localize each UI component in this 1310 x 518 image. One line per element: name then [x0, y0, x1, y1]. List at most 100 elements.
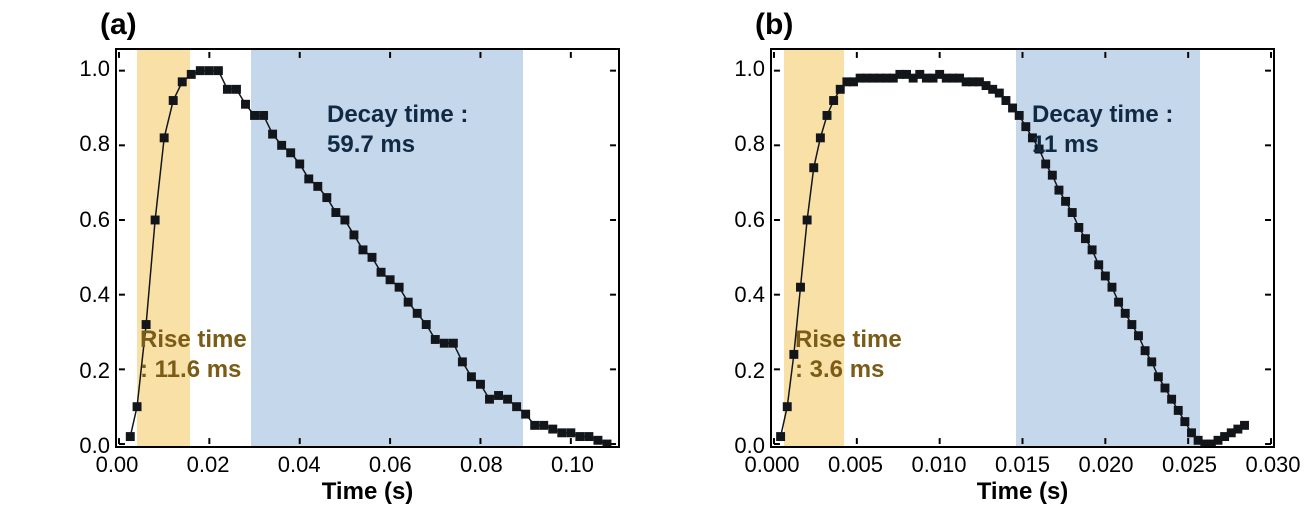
x-axis-label: Time (s)	[770, 478, 1275, 506]
data-marker	[178, 78, 186, 86]
data-marker	[797, 283, 805, 291]
data-marker	[458, 358, 466, 366]
x-tick-label: 0.000	[744, 452, 799, 478]
data-marker	[341, 216, 349, 224]
data-marker	[504, 395, 512, 403]
data-marker	[476, 380, 484, 388]
x-tick-label: 0.08	[460, 452, 503, 478]
data-marker	[1168, 395, 1176, 403]
x-tick-label: 0.04	[278, 452, 321, 478]
data-marker	[413, 309, 421, 317]
data-marker	[126, 433, 134, 441]
data-marker	[1174, 406, 1182, 414]
data-marker	[214, 67, 222, 75]
data-marker	[585, 433, 593, 441]
x-tick-label: 0.030	[1245, 452, 1300, 478]
data-marker	[1148, 358, 1156, 366]
data-marker	[332, 209, 340, 217]
data-marker	[576, 433, 584, 441]
data-marker	[1068, 209, 1076, 217]
data-marker	[223, 85, 231, 93]
x-tick-label: 0.015	[995, 452, 1050, 478]
data-marker	[1188, 429, 1196, 437]
plot-area: Rise time : 3.6 msDecay time : 11 ms	[770, 48, 1275, 448]
data-marker	[395, 283, 403, 291]
y-tick-label: 0.2	[50, 358, 110, 384]
data-marker	[1075, 224, 1083, 232]
data-marker	[278, 141, 286, 149]
data-marker	[314, 182, 322, 190]
x-tick-label: 0.005	[828, 452, 883, 478]
data-marker	[196, 67, 204, 75]
rise-time-annotation: Rise time : 11.6 ms	[140, 325, 247, 385]
data-marker	[449, 339, 457, 347]
data-marker	[368, 253, 376, 261]
data-marker	[377, 268, 385, 276]
y-tick-label: 0.6	[50, 207, 110, 233]
data-marker	[467, 373, 475, 381]
data-marker	[1095, 261, 1103, 269]
data-marker	[810, 164, 818, 172]
data-marker	[160, 134, 168, 142]
data-marker	[1081, 235, 1089, 243]
x-tick-label: 0.00	[96, 452, 139, 478]
x-axis-label: Time (s)	[115, 478, 620, 506]
data-marker	[359, 246, 367, 254]
data-marker	[1088, 246, 1096, 254]
data-marker	[205, 67, 213, 75]
data-marker	[1128, 321, 1136, 329]
data-marker	[287, 149, 295, 157]
y-tick-label: 0.4	[50, 282, 110, 308]
data-marker	[404, 298, 412, 306]
y-tick-label: 0.8	[50, 131, 110, 157]
data-marker	[1015, 111, 1023, 119]
data-marker	[522, 410, 530, 418]
data-marker	[1009, 104, 1017, 112]
data-marker	[823, 111, 831, 119]
data-marker	[305, 175, 313, 183]
data-marker	[431, 336, 439, 344]
plot-area: Rise time : 11.6 msDecay time : 59.7 ms	[115, 48, 620, 448]
data-marker	[232, 85, 240, 93]
data-marker	[1101, 272, 1109, 280]
data-marker	[603, 440, 611, 448]
data-marker	[803, 216, 811, 224]
data-marker	[567, 429, 575, 437]
x-tick-label: 0.06	[369, 452, 412, 478]
data-marker	[251, 111, 259, 119]
data-marker	[816, 134, 824, 142]
panel-b: (b)Normalized response (arb. units)Time …	[655, 0, 1310, 518]
x-tick-label: 0.025	[1162, 452, 1217, 478]
y-tick-label: 0.6	[705, 207, 765, 233]
panel-label: (a)	[100, 8, 137, 42]
panel-a: (a)Normalized response (arb. units)Time …	[0, 0, 655, 518]
data-marker	[1241, 421, 1249, 429]
data-marker	[1115, 298, 1123, 306]
data-marker	[269, 130, 277, 138]
x-tick-label: 0.10	[551, 452, 594, 478]
data-marker	[995, 89, 1003, 97]
x-tick-label: 0.02	[187, 452, 230, 478]
data-marker	[495, 392, 503, 400]
rise-time-annotation: Rise time : 3.6 ms	[795, 325, 902, 385]
data-marker	[1154, 373, 1162, 381]
y-tick-label: 1.0	[705, 56, 765, 82]
y-tick-label: 0.2	[705, 358, 765, 384]
data-marker	[169, 97, 177, 105]
figure: (a)Normalized response (arb. units)Time …	[0, 0, 1310, 518]
y-tick-label: 1.0	[50, 56, 110, 82]
data-marker	[1135, 332, 1143, 340]
y-tick-label: 0.8	[705, 131, 765, 157]
data-marker	[1121, 309, 1129, 317]
data-marker	[242, 100, 250, 108]
data-marker	[1042, 160, 1050, 168]
data-marker	[1161, 384, 1169, 392]
data-marker	[558, 429, 566, 437]
x-tick-label: 0.010	[911, 452, 966, 478]
data-marker	[486, 395, 494, 403]
data-marker	[594, 436, 602, 444]
data-marker	[187, 70, 195, 78]
data-marker	[783, 403, 791, 411]
data-marker	[1055, 186, 1063, 194]
data-marker	[549, 425, 557, 433]
